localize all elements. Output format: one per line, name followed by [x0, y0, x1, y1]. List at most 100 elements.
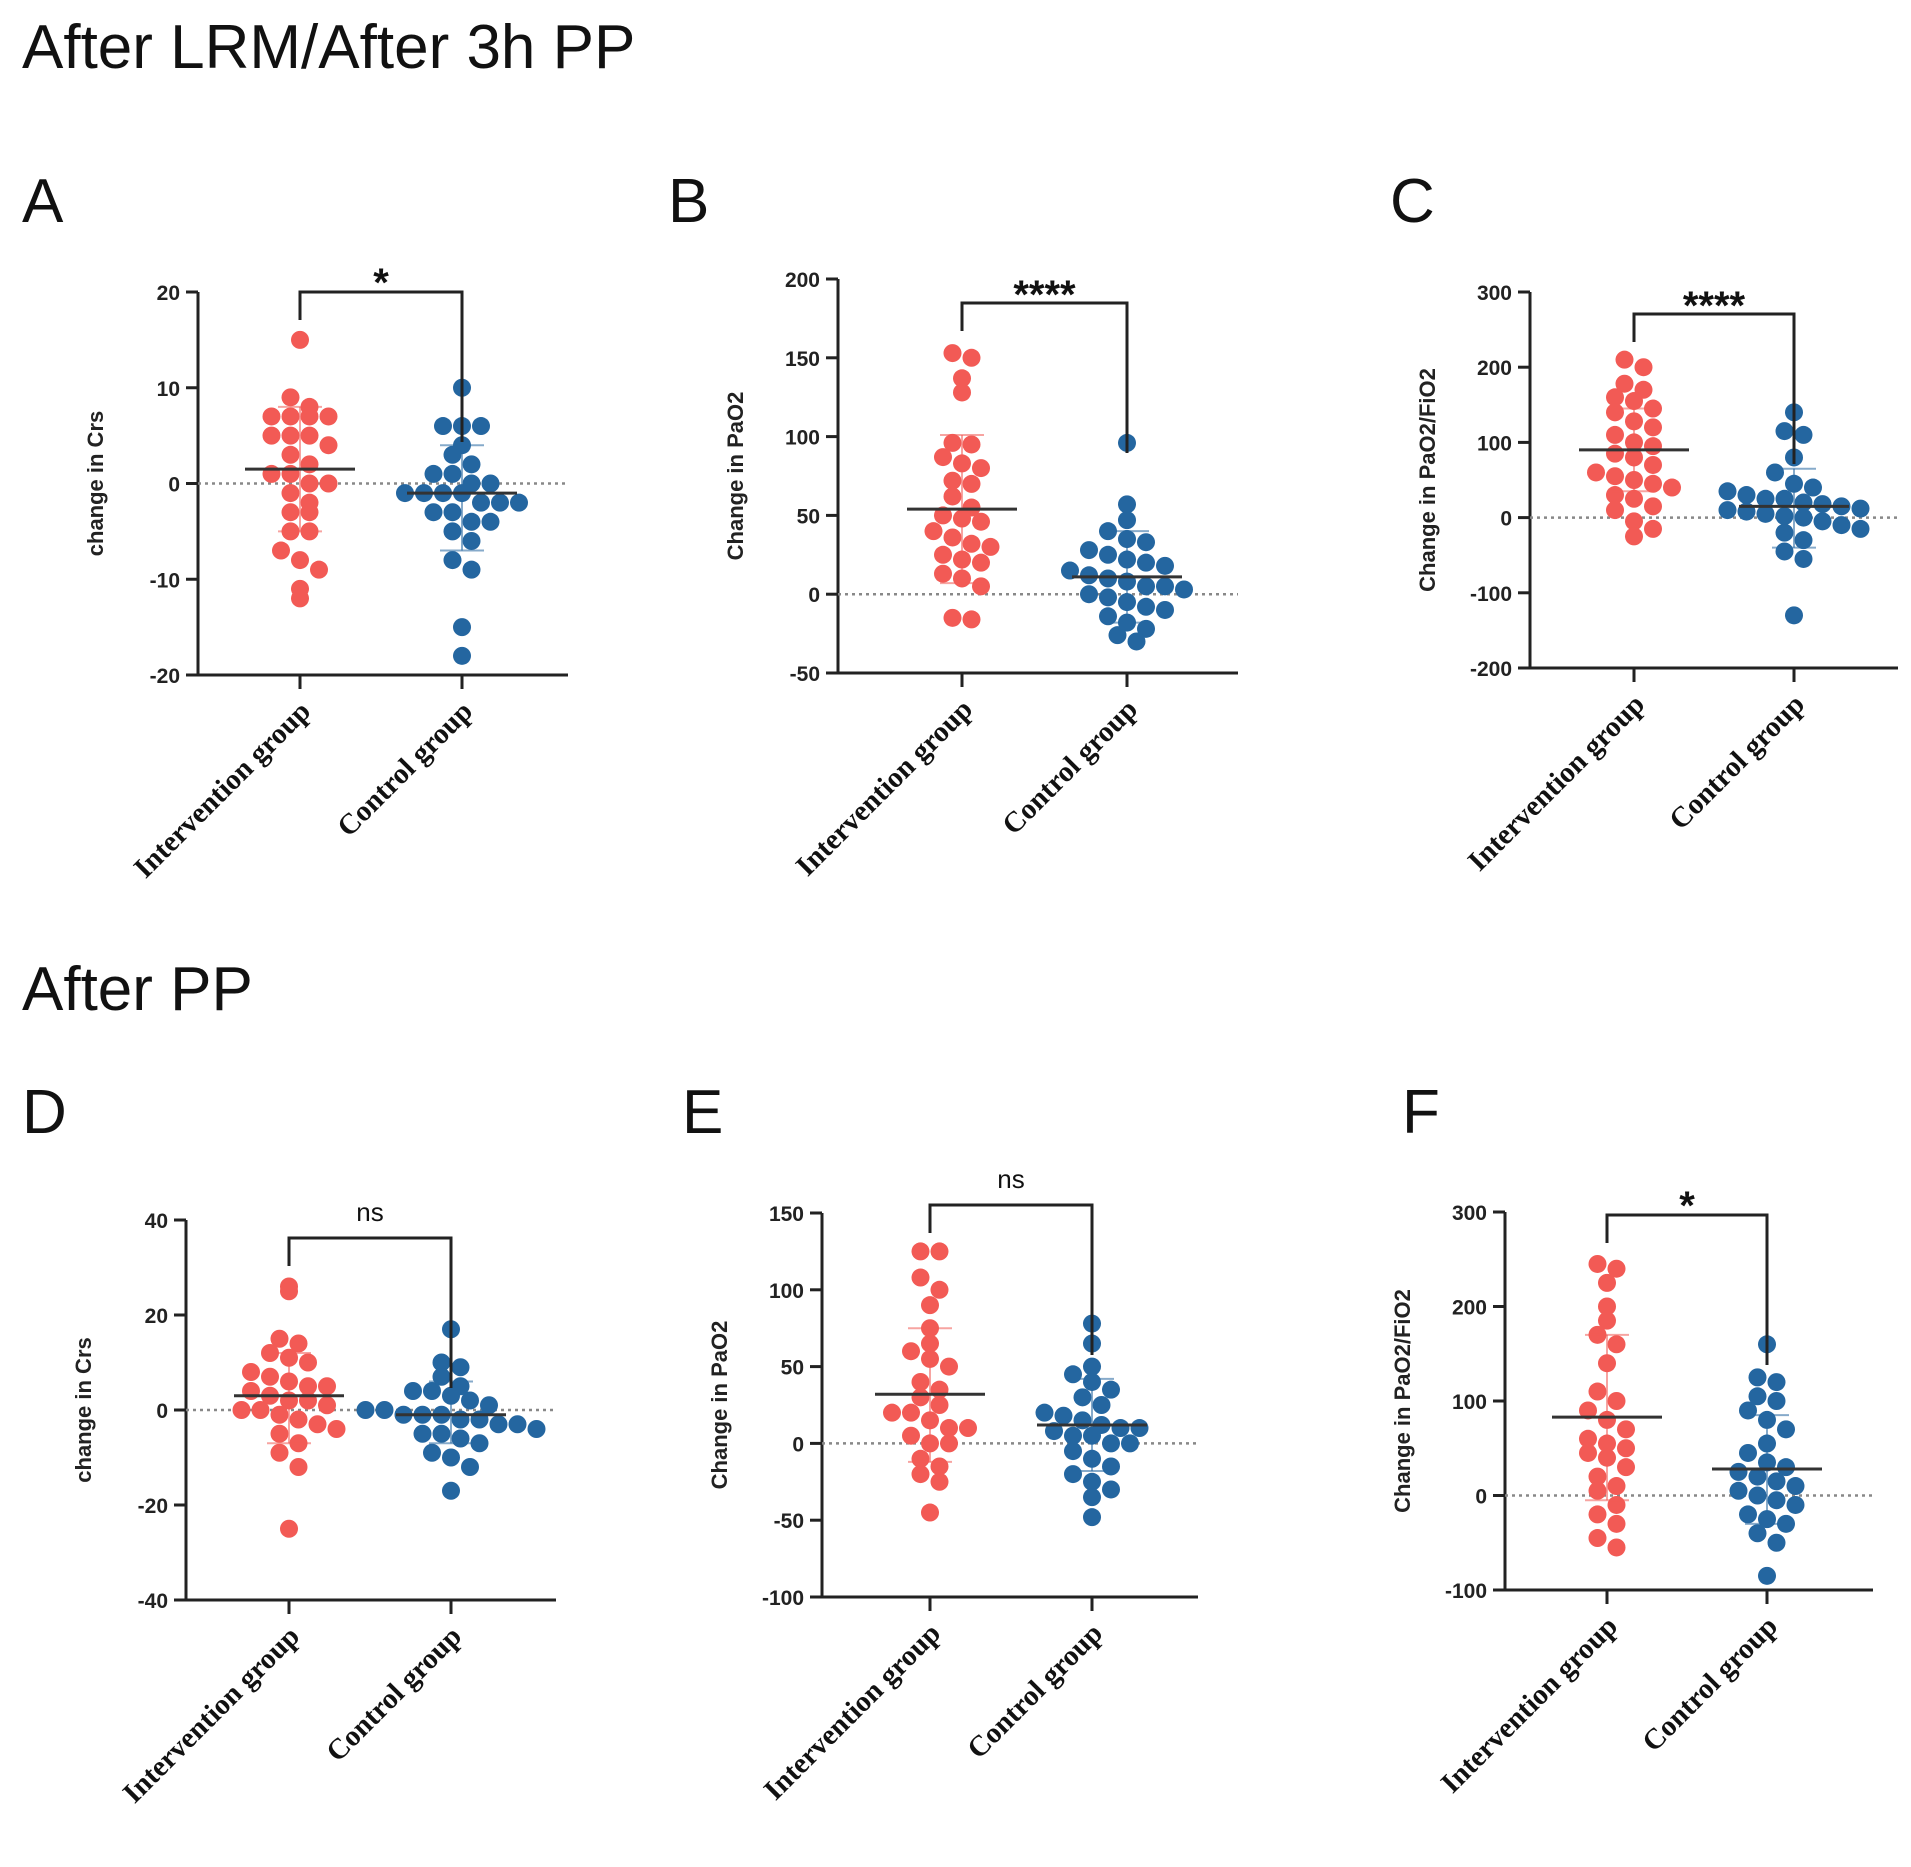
panel-D: D 40 20 0 -20 -40 change in Crs Intervention gr… — [22, 1078, 556, 1809]
data-point — [1777, 1458, 1795, 1477]
data-point — [972, 512, 990, 531]
significance-bracket — [1632, 312, 1796, 464]
data-point — [251, 1401, 270, 1419]
data-point — [404, 1382, 422, 1400]
data-point — [1767, 1533, 1786, 1552]
data-point — [1729, 1462, 1748, 1481]
data-point — [443, 503, 462, 522]
data-point — [443, 551, 462, 570]
data-point — [472, 417, 490, 436]
data-point — [443, 464, 462, 483]
data-point — [1606, 388, 1624, 407]
data-point — [1606, 467, 1624, 486]
data-point — [911, 1268, 930, 1287]
section-title-bottom: After PP — [22, 955, 253, 1024]
significance-label: ns — [997, 1164, 1024, 1194]
data-point — [1606, 501, 1624, 520]
data-point — [1607, 1477, 1626, 1496]
panel-letter-C: C — [1390, 167, 1435, 236]
data-point — [1607, 1514, 1626, 1533]
data-point — [289, 1410, 308, 1429]
x-tick-label: Control group — [331, 695, 479, 843]
data-point — [451, 1429, 470, 1448]
data-point — [924, 522, 943, 541]
data-point — [1718, 482, 1737, 501]
y-tick-label: 0 — [1500, 508, 1512, 531]
data-point — [1083, 1357, 1101, 1376]
x-tick-label: Intervention group — [117, 1620, 306, 1809]
data-point — [1588, 1382, 1607, 1401]
data-point — [461, 1391, 479, 1410]
y-tick-label: -100 — [1470, 583, 1512, 606]
data-point — [1137, 533, 1155, 552]
data-point — [299, 1353, 317, 1372]
y-axis-label: Change in PaO2 — [723, 392, 748, 561]
data-point — [902, 1403, 920, 1422]
data-point — [318, 1396, 336, 1415]
y-axis-label: Change in PaO2/FiO2 — [1415, 368, 1440, 592]
significance-label: ns — [356, 1197, 383, 1227]
y-tick-label: 100 — [769, 1280, 804, 1303]
data-point — [356, 1401, 375, 1419]
data-point — [1099, 569, 1117, 588]
data-point — [930, 1242, 949, 1261]
y-tick-label: 200 — [1477, 357, 1512, 380]
y-tick-label: 100 — [1477, 432, 1512, 455]
data-point — [1766, 463, 1784, 482]
data-point — [930, 1457, 949, 1476]
data-point — [972, 577, 990, 596]
data-point — [943, 528, 962, 547]
significance-label: **** — [1683, 284, 1746, 328]
data-point — [981, 537, 1000, 556]
data-point — [242, 1382, 260, 1400]
data-point — [1064, 1365, 1082, 1384]
y-tick-label: 0 — [156, 1400, 168, 1423]
data-point — [261, 1367, 279, 1386]
data-point — [432, 1424, 451, 1443]
data-point — [911, 1465, 930, 1484]
significance-bracket — [928, 1203, 1094, 1355]
data-point — [943, 487, 962, 506]
data-point — [930, 1396, 949, 1414]
data-point — [1588, 1481, 1607, 1500]
data-point — [1644, 474, 1662, 493]
data-point — [1607, 1495, 1626, 1514]
data-point — [300, 503, 319, 522]
data-point — [232, 1401, 251, 1419]
series-intervention — [1579, 350, 1689, 546]
data-point — [1663, 478, 1681, 497]
panel-letter-A: A — [22, 167, 64, 236]
data-point — [1108, 626, 1127, 645]
data-point — [1102, 1380, 1120, 1399]
y-tick-label: 50 — [797, 505, 820, 528]
data-point — [1080, 541, 1098, 560]
panel-C: C 300 200 100 0 -100 -200 Change in PaO2/FiO2 In… — [1390, 167, 1898, 877]
data-point — [1606, 403, 1624, 422]
y-tick-label: 20 — [145, 1305, 168, 1328]
data-point — [1064, 1426, 1082, 1445]
panel-E: E 150 100 50 0 -50 -100 Change in PaO2 Intervent… — [682, 1078, 1198, 1806]
data-point — [1598, 1297, 1616, 1316]
data-point — [1073, 1411, 1092, 1430]
data-point — [289, 1458, 308, 1476]
data-point — [1054, 1406, 1073, 1425]
y-tick-label: 100 — [1452, 1391, 1487, 1414]
section-title-top: After LRM/After 3h PP — [22, 13, 635, 82]
data-point — [1625, 512, 1643, 531]
data-point — [1083, 1508, 1101, 1527]
data-point — [281, 464, 300, 483]
x-tick-label: Control group — [996, 693, 1144, 841]
data-point — [962, 348, 981, 367]
data-point — [1156, 600, 1174, 619]
x-tick-label: Intervention group — [790, 693, 979, 882]
series-intervention — [232, 1277, 346, 1538]
data-point — [962, 474, 981, 493]
data-point — [270, 1424, 289, 1443]
data-point — [470, 1434, 489, 1453]
data-point — [972, 553, 990, 572]
data-point — [1851, 519, 1870, 538]
series-control — [1718, 403, 1870, 625]
data-point — [1625, 489, 1643, 508]
y-tick-label: 0 — [1475, 1486, 1487, 1509]
